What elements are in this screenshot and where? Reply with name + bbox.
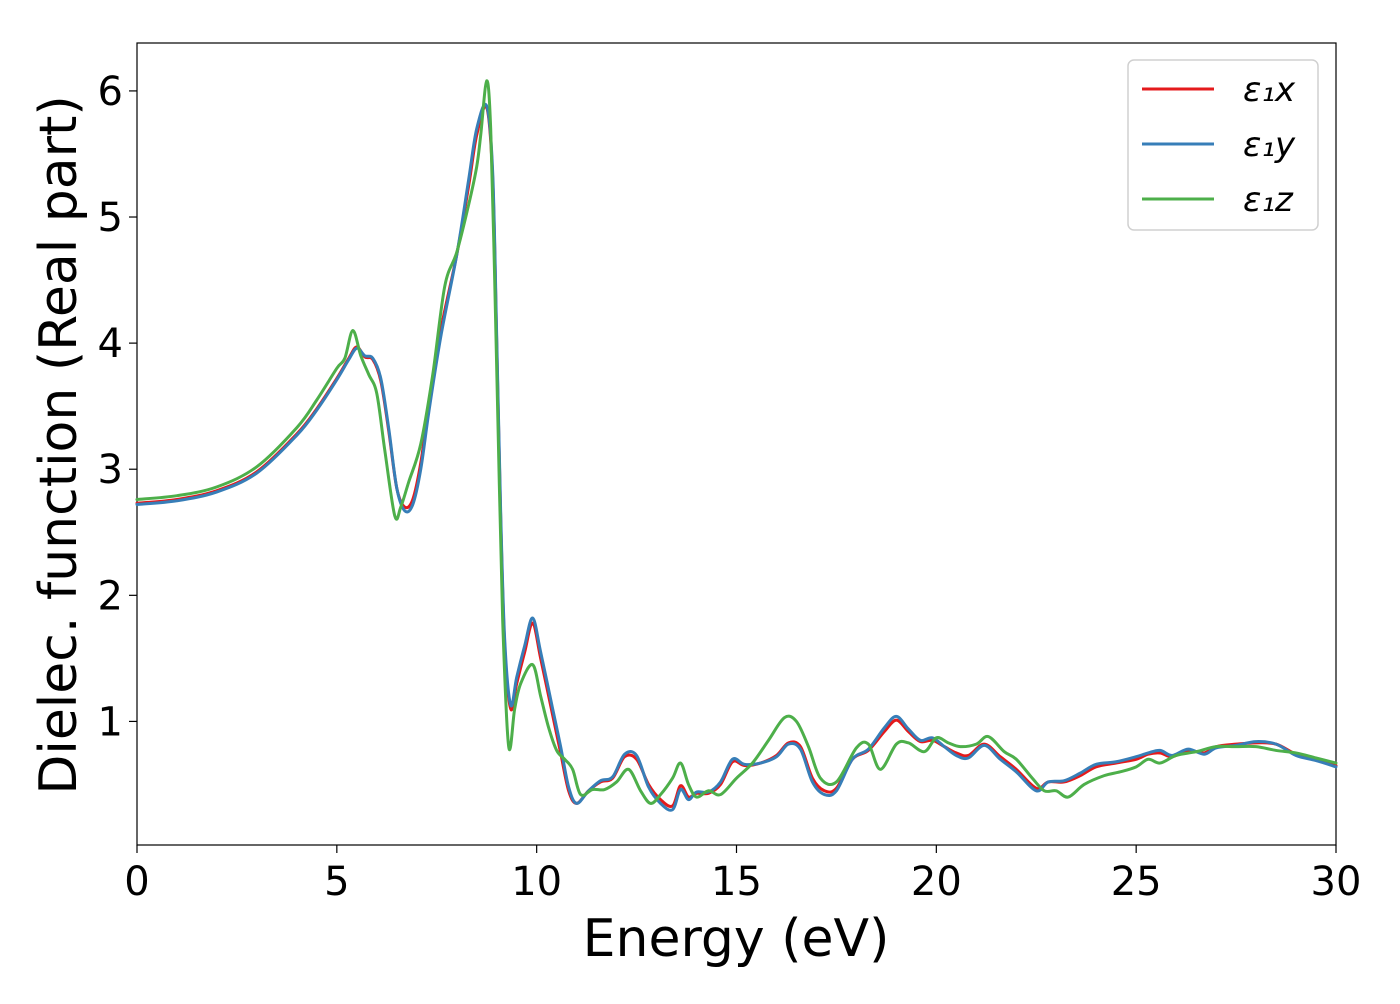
x-axis: 0 5 10 15 20 25 30 <box>124 845 1361 905</box>
y-tick-label: 6 <box>98 69 123 115</box>
y-tick-label: 2 <box>98 573 123 619</box>
legend-label-y: ε₁y <box>1243 125 1296 165</box>
x-tick-label: 25 <box>1111 859 1162 905</box>
x-tick-label: 30 <box>1311 859 1362 905</box>
y-tick-label: 3 <box>98 447 123 493</box>
x-tick-label: 20 <box>911 859 962 905</box>
x-tick-label: 10 <box>511 859 562 905</box>
series-line-y <box>135 102 1338 812</box>
y-tick-label: 5 <box>98 195 123 241</box>
legend: ε₁x ε₁y ε₁z <box>1127 59 1319 231</box>
series-line-z <box>135 79 1338 805</box>
legend-frame <box>1127 59 1319 231</box>
legend-label-z: ε₁z <box>1243 180 1294 220</box>
y-tick-label: 4 <box>98 321 123 367</box>
x-tick-label: 5 <box>324 859 349 905</box>
y-tick-label: 1 <box>98 699 123 745</box>
x-axis-label: Energy (eV) <box>583 909 890 969</box>
series-layer <box>135 79 1338 812</box>
x-tick-label: 0 <box>124 859 149 905</box>
legend-label-x: ε₁x <box>1243 70 1296 110</box>
y-axis-label: Dielec. function (Real part) <box>29 95 89 794</box>
x-tick-label: 15 <box>711 859 762 905</box>
y-axis: 1 2 3 4 5 6 <box>98 69 137 745</box>
